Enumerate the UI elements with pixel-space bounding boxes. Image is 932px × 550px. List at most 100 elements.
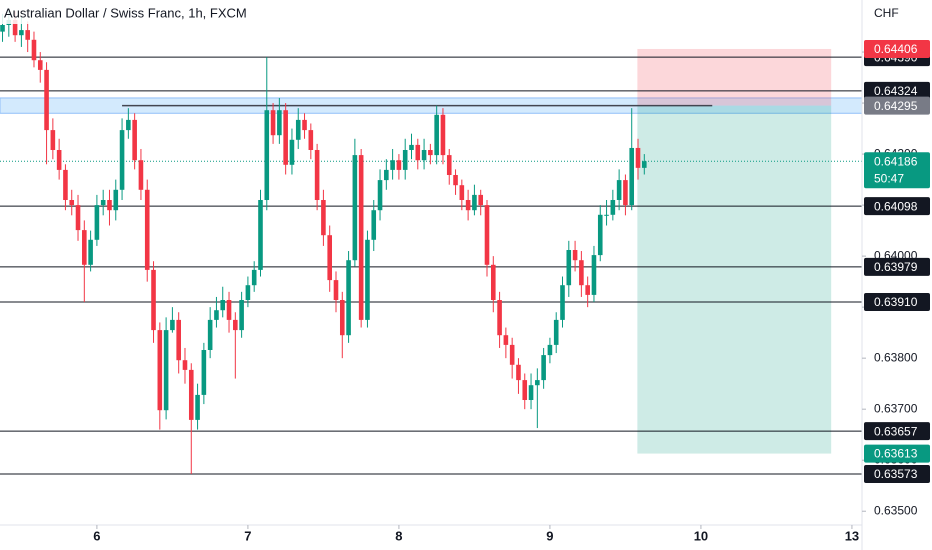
plot-area bbox=[0, 8, 863, 475]
candle-body bbox=[484, 205, 490, 265]
candle-body bbox=[176, 319, 181, 361]
candle-body bbox=[358, 155, 364, 320]
level-tag-label: 0.63979 bbox=[874, 260, 918, 274]
candle-body bbox=[377, 180, 383, 211]
candle-body bbox=[560, 285, 565, 320]
candle-body bbox=[346, 260, 351, 336]
candle-body bbox=[119, 130, 125, 190]
last-price-tag bbox=[864, 152, 930, 189]
level-tag-label: 0.64098 bbox=[874, 199, 918, 213]
candle-body bbox=[69, 200, 75, 206]
candle-body bbox=[409, 144, 414, 150]
candle-body bbox=[107, 200, 112, 211]
candle-body bbox=[277, 110, 282, 136]
candle-body bbox=[314, 150, 320, 200]
candle-body bbox=[396, 160, 402, 170]
candle-body bbox=[339, 300, 345, 336]
entry-tag-label: 0.64295 bbox=[874, 99, 918, 113]
level-tag bbox=[864, 197, 930, 216]
candle-body bbox=[289, 139, 295, 165]
candle-body bbox=[535, 380, 540, 386]
candle-body bbox=[82, 230, 87, 265]
candle-body bbox=[509, 344, 515, 365]
y-tick-label: 0.63800 bbox=[874, 350, 918, 364]
candle-body bbox=[264, 110, 270, 200]
candle-body bbox=[25, 30, 30, 40]
candle-body bbox=[214, 310, 219, 320]
x-tick-label: 8 bbox=[395, 528, 402, 543]
candle-body bbox=[207, 319, 213, 350]
level-tag-label: 0.63657 bbox=[874, 424, 918, 438]
target-tag bbox=[864, 444, 930, 463]
candle-body bbox=[19, 30, 24, 36]
title-background bbox=[0, 4, 228, 24]
candle-body bbox=[321, 200, 326, 236]
candle-body bbox=[453, 175, 458, 186]
level-tag bbox=[864, 464, 930, 483]
candle-body bbox=[233, 319, 238, 331]
candle-body bbox=[188, 369, 194, 420]
candle-body bbox=[434, 114, 439, 156]
candle-body bbox=[421, 150, 427, 161]
candle-body bbox=[157, 330, 163, 411]
candle-body bbox=[88, 239, 93, 265]
candle-body bbox=[547, 344, 553, 356]
candle-body bbox=[522, 380, 528, 400]
candle-body bbox=[566, 250, 572, 286]
candle-body bbox=[283, 110, 288, 165]
candle-body bbox=[151, 269, 156, 331]
candle-body bbox=[528, 385, 534, 400]
candle-body bbox=[465, 200, 471, 211]
candle-body bbox=[37, 60, 43, 70]
last-price-tag-countdown: 50:47 bbox=[874, 171, 904, 185]
candle-body bbox=[94, 205, 100, 240]
level-tag-label: 0.63910 bbox=[874, 295, 918, 309]
x-tick-label: 9 bbox=[546, 528, 553, 543]
candle-body bbox=[446, 155, 452, 175]
candle-body bbox=[415, 144, 421, 161]
candle-body bbox=[440, 114, 446, 156]
candle-body bbox=[616, 180, 622, 200]
y-tick-label: 0.63500 bbox=[874, 503, 918, 517]
candle-body bbox=[251, 269, 257, 286]
level-tag-label: 0.63573 bbox=[874, 467, 918, 481]
candle-body bbox=[553, 319, 559, 345]
candle-body bbox=[245, 285, 251, 300]
candle-body bbox=[170, 319, 175, 331]
candle-body bbox=[572, 250, 578, 261]
level-tag bbox=[864, 422, 930, 441]
candle-body bbox=[490, 264, 496, 300]
candle-body bbox=[195, 394, 200, 420]
candle-body bbox=[635, 147, 641, 168]
stop-zone bbox=[637, 48, 832, 106]
candle-body bbox=[44, 69, 49, 131]
x-tick-label: 7 bbox=[244, 528, 251, 543]
level-tag bbox=[864, 81, 930, 100]
candle-body bbox=[497, 300, 502, 336]
x-tick-label: 6 bbox=[93, 528, 100, 543]
candle-body bbox=[402, 150, 408, 170]
candle-body bbox=[333, 280, 339, 300]
candle-body bbox=[50, 130, 56, 150]
candle-body bbox=[597, 214, 603, 256]
x-tick-label: 13 bbox=[845, 528, 859, 543]
target-zone bbox=[637, 105, 832, 454]
candle-body bbox=[132, 119, 137, 161]
level-tag bbox=[864, 293, 930, 312]
last-price-tag-label: 0.64186 bbox=[874, 154, 918, 168]
candle-body bbox=[503, 335, 509, 345]
stop-tag-label: 0.64406 bbox=[874, 42, 918, 56]
candle-body bbox=[295, 119, 301, 140]
candle-body bbox=[56, 150, 62, 170]
candle-body bbox=[579, 260, 584, 286]
candle-body bbox=[428, 150, 433, 156]
candle-body bbox=[591, 255, 597, 295]
chart-title: Australian Dollar / Swiss Franc, 1h, FXC… bbox=[4, 5, 247, 20]
candle-body bbox=[365, 239, 370, 320]
candle-body bbox=[239, 300, 244, 331]
candle-body bbox=[371, 210, 377, 240]
candle-body bbox=[63, 169, 68, 200]
candle-body bbox=[308, 130, 314, 150]
candle-body bbox=[516, 364, 521, 381]
